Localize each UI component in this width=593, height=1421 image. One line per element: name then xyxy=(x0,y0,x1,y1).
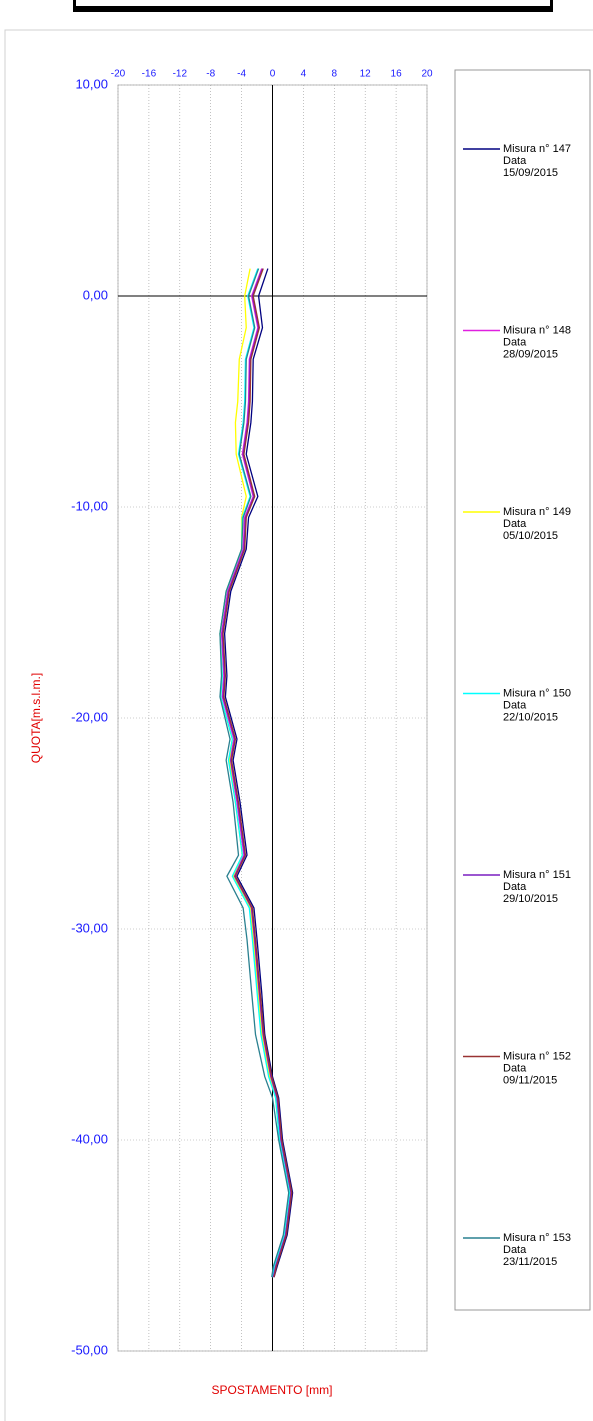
legend-date: 22/10/2015 xyxy=(503,711,558,723)
y-tick-label: 10,00 xyxy=(75,76,108,91)
legend-label: Misura n° 152 xyxy=(503,1050,571,1062)
series-line xyxy=(223,268,294,1278)
legend-date-label: Data xyxy=(503,336,527,348)
page-frame xyxy=(4,29,593,1421)
legend-box xyxy=(454,69,591,1311)
x-tick-label: -4 xyxy=(237,69,246,80)
legend-date: 29/10/2015 xyxy=(503,893,558,905)
x-tick-label: 12 xyxy=(360,69,372,80)
x-tick-label: -16 xyxy=(142,69,157,80)
x-tick-label: 20 xyxy=(421,69,433,80)
legend-date-label: Data xyxy=(503,1244,527,1256)
y-tick-label: 0,00 xyxy=(83,287,108,302)
legend-label: Misura n° 147 xyxy=(503,143,571,155)
legend-date-label: Data xyxy=(503,1062,527,1074)
legend-date-label: Data xyxy=(503,155,527,167)
x-tick-label: -8 xyxy=(206,69,215,80)
series-line xyxy=(220,268,291,1278)
y-tick-label: -20,00 xyxy=(71,709,108,724)
x-axis-label: SPOSTAMENTO [mm] xyxy=(212,1383,333,1397)
legend-date: 05/10/2015 xyxy=(503,530,558,542)
legend-date: 09/11/2015 xyxy=(503,1074,557,1086)
legend-date: 23/11/2015 xyxy=(503,1256,557,1268)
y-tick-label: -10,00 xyxy=(71,498,108,513)
x-tick-label: 16 xyxy=(391,69,403,80)
series-line xyxy=(221,268,292,1278)
series-line xyxy=(219,268,290,1278)
legend-date-label: Data xyxy=(503,881,527,893)
legend-label: Misura n° 150 xyxy=(503,687,571,699)
legend-label: Misura n° 149 xyxy=(503,506,571,518)
y-tick-label: -40,00 xyxy=(71,1131,108,1146)
legend-label: Misura n° 148 xyxy=(503,324,571,336)
header-bar-inner xyxy=(76,0,550,6)
legend-date: 28/09/2015 xyxy=(503,348,558,360)
x-tick-label: 8 xyxy=(332,69,338,80)
series-line xyxy=(222,268,293,1278)
legend-label: Misura n° 153 xyxy=(503,1232,571,1244)
x-tick-label: -20 xyxy=(111,69,126,80)
y-tick-label: -50,00 xyxy=(71,1342,108,1357)
x-tick-label: 0 xyxy=(270,69,276,80)
x-tick-label: -12 xyxy=(173,69,188,80)
y-axis-label: QUOTA[m.s.l.m.] xyxy=(29,673,43,763)
x-tick-label: 4 xyxy=(301,69,307,80)
legend-date: 15/09/2015 xyxy=(503,167,558,179)
y-tick-label: -30,00 xyxy=(71,920,108,935)
legend-date-label: Data xyxy=(503,518,527,530)
legend-label: Misura n° 151 xyxy=(503,869,571,881)
legend-date-label: Data xyxy=(503,699,527,711)
series-line xyxy=(219,268,291,1278)
